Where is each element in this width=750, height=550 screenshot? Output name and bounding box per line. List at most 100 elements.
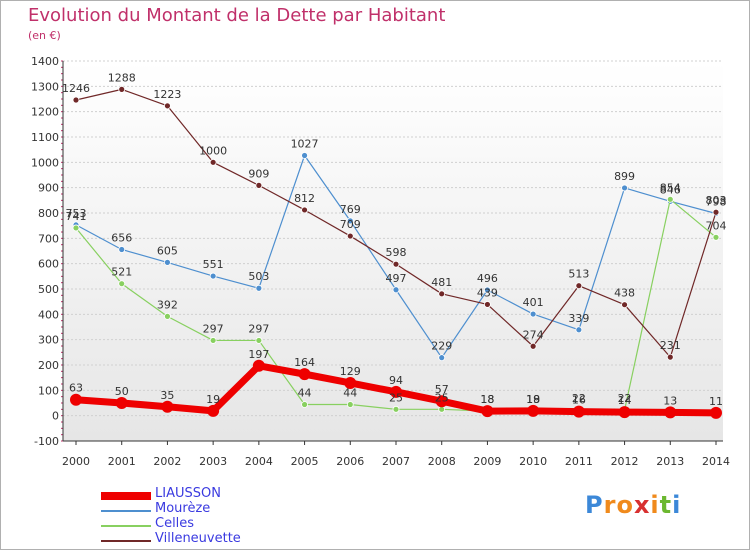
data-point[interactable] [481, 405, 494, 418]
series-group [70, 85, 722, 419]
data-point[interactable] [70, 393, 82, 406]
data-point[interactable] [712, 208, 720, 216]
data-point[interactable] [527, 404, 540, 417]
data-point[interactable] [710, 406, 722, 419]
logo-letter: x [633, 491, 651, 519]
data-label: 909 [248, 167, 269, 180]
x-tick-label: 2000 [62, 455, 90, 468]
data-point[interactable] [298, 368, 311, 381]
data-point[interactable] [618, 406, 631, 419]
data-point[interactable] [392, 286, 400, 294]
data-label: 1288 [108, 71, 136, 84]
data-point[interactable] [301, 401, 308, 408]
y-tick-label: 700 [38, 232, 59, 245]
data-point[interactable] [529, 310, 537, 318]
data-point[interactable] [621, 184, 628, 192]
data-point[interactable] [344, 376, 357, 389]
data-point[interactable] [255, 337, 263, 344]
legend-swatch-liausson [101, 492, 151, 500]
data-point[interactable] [164, 102, 171, 110]
data-label: 503 [248, 270, 269, 283]
logo-letter: i [650, 491, 660, 519]
data-point[interactable] [392, 405, 400, 413]
data-point[interactable] [207, 404, 220, 417]
x-tick-label: 2008 [428, 455, 456, 468]
data-point[interactable] [346, 232, 354, 240]
y-tick-label: 0 [52, 410, 59, 423]
data-point[interactable] [209, 337, 217, 344]
data-point[interactable] [438, 405, 446, 413]
data-point[interactable] [255, 181, 263, 189]
data-point[interactable] [575, 326, 583, 334]
data-label: 297 [248, 322, 269, 335]
data-label: 513 [568, 268, 589, 281]
data-point[interactable] [255, 284, 263, 292]
data-point[interactable] [301, 206, 308, 214]
data-point[interactable] [72, 224, 80, 232]
data-label: 481 [431, 276, 452, 289]
data-label: 709 [340, 218, 361, 231]
data-point[interactable] [346, 217, 354, 225]
data-label: 13 [663, 394, 677, 407]
data-label: 551 [203, 258, 224, 271]
data-point[interactable] [164, 312, 171, 320]
x-tick-label: 2014 [702, 455, 730, 468]
y-tick-label: 400 [38, 308, 59, 321]
data-point[interactable] [209, 272, 217, 280]
data-point[interactable] [529, 342, 537, 350]
data-point[interactable] [666, 353, 674, 361]
data-point[interactable] [72, 96, 80, 104]
data-label: 438 [614, 287, 635, 300]
data-label: 35 [160, 389, 174, 402]
data-label: 1223 [153, 88, 181, 101]
data-label: 44 [298, 387, 312, 400]
data-point[interactable] [390, 385, 402, 398]
data-point[interactable] [209, 158, 217, 166]
data-point[interactable] [118, 246, 126, 253]
data-point[interactable] [435, 395, 448, 408]
data-point[interactable] [115, 397, 128, 409]
data-point[interactable] [484, 286, 491, 294]
data-label: 803 [706, 194, 727, 207]
data-label: 14 [618, 394, 632, 407]
data-label: 129 [340, 365, 361, 378]
data-label: 25 [389, 391, 403, 404]
data-label: 197 [248, 348, 269, 361]
y-tick-label: 600 [38, 258, 59, 271]
data-point[interactable] [118, 85, 126, 93]
data-label: 18 [480, 393, 494, 406]
y-tick-label: 900 [38, 182, 59, 195]
data-label: 1027 [291, 137, 319, 150]
data-point[interactable] [438, 290, 446, 298]
data-point[interactable] [392, 260, 400, 268]
y-tick-label: 1400 [31, 55, 59, 68]
data-label: 231 [660, 339, 681, 352]
data-point[interactable] [666, 195, 674, 203]
data-point[interactable] [301, 152, 308, 159]
data-point[interactable] [118, 280, 126, 288]
y-tick-label: 1000 [31, 156, 59, 169]
legend-label-celles: Celles [155, 516, 195, 531]
data-label: 25 [435, 391, 449, 404]
data-point[interactable] [575, 282, 583, 290]
data-point[interactable] [161, 400, 174, 413]
data-point[interactable] [621, 301, 628, 309]
y-tick-label: -100 [34, 435, 59, 448]
data-point[interactable] [438, 354, 446, 362]
axes: -100 0 100 200 300 400 500 600 700 800 900 1000 1100… [31, 55, 730, 468]
data-label: 297 [203, 322, 224, 335]
data-label: 229 [431, 340, 452, 353]
data-point[interactable] [346, 401, 354, 408]
data-point[interactable] [252, 359, 265, 372]
data-point[interactable] [484, 301, 491, 308]
legend-label-villeneuvette: Villeneuvette [155, 531, 241, 546]
data-label: 899 [614, 170, 635, 183]
data-point[interactable] [664, 406, 677, 419]
data-label: 1000 [199, 144, 227, 157]
data-point[interactable] [712, 233, 720, 241]
data-point[interactable] [164, 258, 171, 266]
data-point[interactable] [572, 405, 585, 418]
y-tick-label: 800 [38, 207, 59, 220]
